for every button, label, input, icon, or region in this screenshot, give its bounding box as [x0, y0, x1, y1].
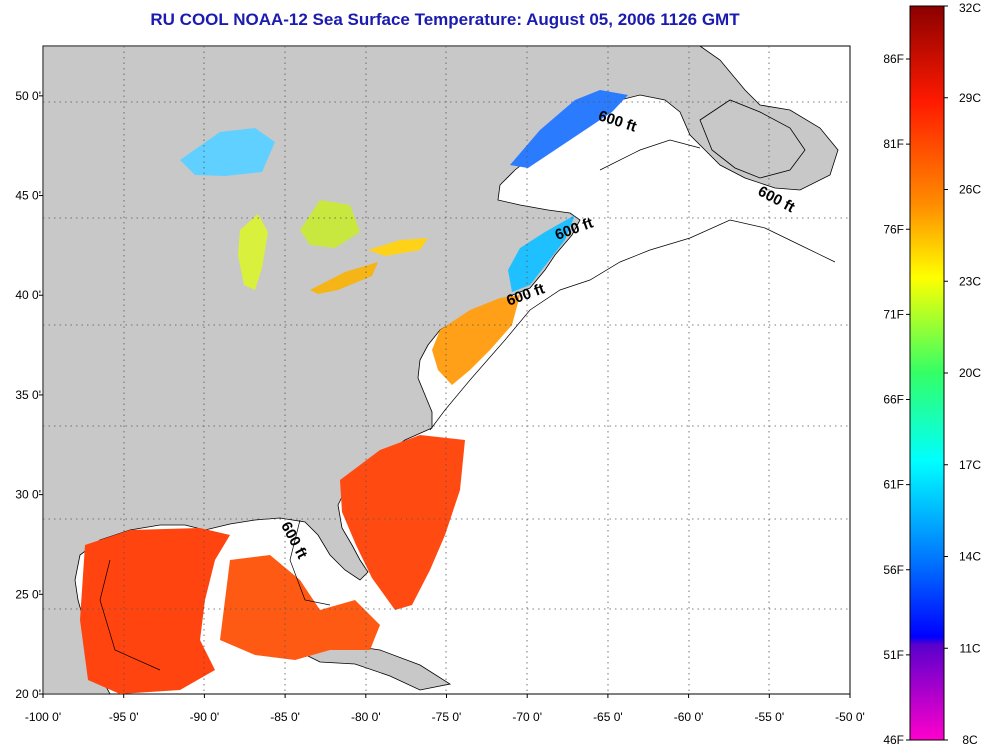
sst-gulf-of-mexico	[80, 528, 230, 694]
colorbar-celsius-label: 8C	[962, 733, 978, 747]
sst-lake-erie	[310, 262, 378, 294]
lat-tick-label: 50 0'	[15, 89, 41, 103]
lat-tick-label: 40 0'	[15, 288, 41, 302]
lon-tick-label: -60 0'	[674, 710, 704, 724]
lon-tick-label: -100 0'	[25, 710, 61, 724]
lat-tick-label: 45 0'	[15, 189, 41, 203]
lat-tick-label: 20 0'	[15, 687, 41, 701]
bathymetry-contour-600ft	[99, 139, 836, 671]
colorbar-fahrenheit-label: 86F	[883, 52, 904, 66]
lon-tick-label: -50 0'	[835, 710, 865, 724]
lon-tick-label: -95 0'	[109, 710, 139, 724]
lon-tick-label: -80 0'	[351, 710, 381, 724]
sst-northern-gulf	[220, 555, 380, 660]
colorbar-celsius-label: 23C	[959, 274, 981, 288]
colorbar-fahrenheit-label: 66F	[883, 393, 904, 407]
colorbar-celsius-label: 29C	[959, 91, 981, 105]
colorbar-celsius-label: 11C	[959, 641, 980, 655]
lon-tick-label: -55 0'	[754, 710, 784, 724]
lon-tick-label: -65 0'	[593, 710, 623, 724]
lon-tick-label: -85 0'	[270, 710, 300, 724]
sst-st-lawrence	[510, 90, 628, 168]
lat-tick-label: 30 0'	[15, 488, 41, 502]
graticule	[43, 46, 850, 694]
lat-tick-label: 35 0'	[15, 388, 41, 402]
lat-tick-label: 25 0'	[15, 587, 41, 601]
sst-lake-michigan	[238, 214, 268, 290]
colorbar-celsius-label: 32C	[959, 1, 981, 15]
colorbar-fahrenheit-label: 71F	[883, 307, 904, 321]
colorbar-fahrenheit-label: 56F	[883, 563, 904, 577]
lon-tick-label: -70 0'	[512, 710, 542, 724]
colorbar-fahrenheit-label: 51F	[883, 648, 904, 662]
map-title: RU COOL NOAA-12 Sea Surface Temperature:…	[150, 10, 740, 29]
colorbar-celsius-label: 14C	[959, 550, 981, 564]
colorbar-celsius-label: 20C	[959, 366, 981, 380]
sst-southeast-atlantic	[340, 435, 465, 610]
colorbar-fahrenheit-label: 76F	[883, 222, 904, 236]
lon-tick-label: -90 0'	[190, 710, 220, 724]
sst-lake-superior	[180, 128, 275, 176]
lon-tick-label: -75 0'	[432, 710, 462, 724]
sst-lake-ontario	[368, 238, 428, 256]
colorbar-celsius-label: 26C	[959, 183, 981, 197]
colorbar-fahrenheit-label: 46F	[883, 733, 904, 747]
sst-lake-huron	[300, 200, 360, 248]
sst-gulf-of-maine	[508, 215, 575, 292]
colorbar-celsius-label: 17C	[959, 458, 981, 472]
sst-mid-atlantic	[432, 295, 520, 385]
colorbar-fahrenheit-label: 81F	[883, 137, 904, 151]
newfoundland-island	[699, 99, 806, 179]
colorbar	[909, 5, 945, 741]
colorbar-fahrenheit-label: 61F	[883, 478, 904, 492]
